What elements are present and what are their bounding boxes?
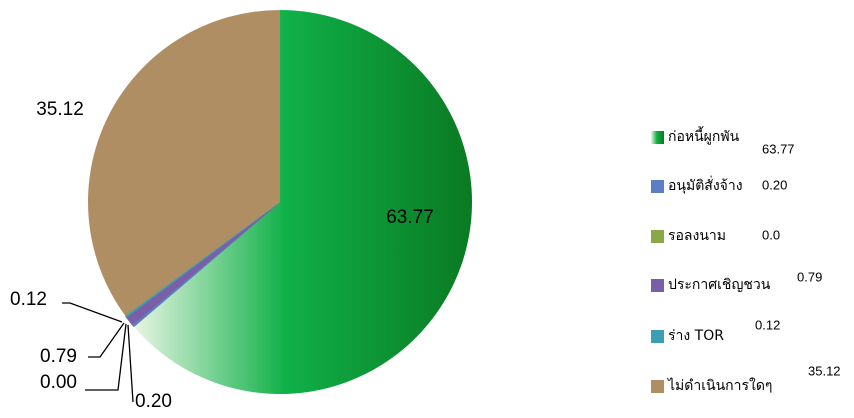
legend-swatch [651, 330, 664, 343]
leader-line [62, 302, 123, 323]
legend-label: รอลงนาม [668, 228, 726, 244]
legend-swatch [651, 279, 664, 292]
data-label: 0.00 [40, 372, 77, 393]
legend-value: 63.77 [762, 141, 795, 156]
legend-value: 0.79 [797, 269, 822, 284]
legend-value: 0.0 [762, 227, 780, 242]
data-label: 35.12 [36, 99, 84, 120]
legend-value: 0.20 [762, 177, 787, 192]
legend-label: ประกาศเชิญชวน [668, 277, 771, 293]
legend-label: อนุมัติสั่งจ้าง [668, 176, 743, 194]
legend-swatch [651, 230, 664, 243]
data-label: 0.12 [10, 289, 47, 310]
legend-value: 0.12 [755, 317, 780, 332]
legend-label: ก่อหนี้ผูกพัน [668, 126, 740, 145]
pie-slice [133, 10, 473, 395]
legend-swatch [651, 380, 664, 393]
data-label: 0.20 [135, 391, 172, 412]
legend-label: ร่าง TOR [668, 328, 724, 344]
pie-slice [124, 201, 281, 318]
leader-line [85, 323, 127, 391]
data-label: 63.77 [386, 207, 434, 228]
legend-label: ไม่ดำเนินการใดๆ [667, 377, 772, 394]
legend-swatch [651, 180, 664, 193]
pie-slice [88, 10, 280, 317]
leader-line [88, 322, 125, 358]
legend-value: 35.12 [808, 363, 841, 378]
data-label: 0.79 [40, 346, 77, 367]
legend-swatch [651, 131, 664, 144]
leader-line [127, 324, 134, 403]
